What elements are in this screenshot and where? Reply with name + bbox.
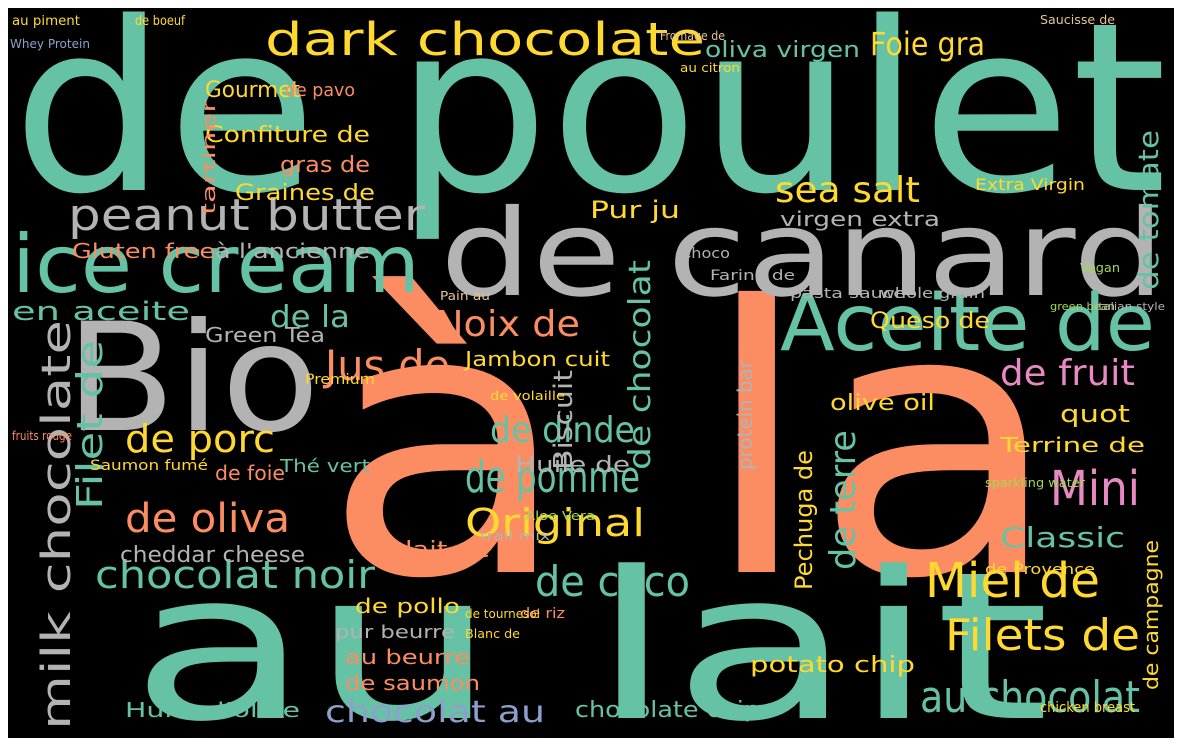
word: cheddar cheese xyxy=(120,543,305,568)
word: de tomate xyxy=(1132,130,1165,290)
word: Pur ju xyxy=(590,196,680,224)
word: de saumon xyxy=(345,671,480,695)
word: Jambon cuit xyxy=(463,347,611,371)
word: de coco xyxy=(535,557,690,606)
word: italian style xyxy=(1095,300,1165,313)
word: Original xyxy=(465,501,645,545)
word: pasta sauce xyxy=(790,286,905,302)
word: Blanc de xyxy=(465,627,520,641)
word: Classic xyxy=(1000,521,1125,554)
word: chocolate chip xyxy=(575,698,760,723)
word: Choco xyxy=(680,246,730,262)
word: Aloe Vera xyxy=(525,509,595,523)
word: de chocolat xyxy=(623,260,658,470)
word: Filets de xyxy=(945,610,1140,661)
word: Extra Virgin xyxy=(975,175,1085,194)
word: Mini xyxy=(1050,461,1140,517)
word: protein bar xyxy=(733,359,757,470)
word: à la xyxy=(322,230,1062,660)
word: Gluten free xyxy=(72,239,215,263)
word: chicken breast xyxy=(1040,700,1135,716)
word: de volaille xyxy=(490,389,565,403)
word: fruits rouge xyxy=(12,429,72,443)
word: pur beurre xyxy=(335,622,455,643)
word: de campagne xyxy=(1139,540,1163,690)
word: chocolat au xyxy=(325,695,545,730)
word: olive oil xyxy=(830,391,935,416)
word: Pain au xyxy=(440,289,490,303)
word: au lait xyxy=(130,529,1050,746)
word: Saucisse de xyxy=(1040,13,1115,27)
word: quot xyxy=(1060,400,1130,428)
word: dark chocolate xyxy=(265,13,705,66)
word: de poulet xyxy=(12,0,1167,246)
word: oliva virgen xyxy=(705,38,860,63)
word: en aceite xyxy=(12,297,190,327)
word: sparkling water xyxy=(985,476,1085,490)
word: tartiner xyxy=(199,99,220,215)
word: ice cream xyxy=(12,218,420,311)
word: de riz xyxy=(520,606,565,622)
word: potato chip xyxy=(750,653,915,678)
word: de tournesol xyxy=(465,607,540,621)
word: Gourmet xyxy=(205,78,300,103)
word: de porc xyxy=(125,417,275,461)
word: de foie xyxy=(215,461,285,485)
word: au beurre xyxy=(345,645,470,669)
word: Graines de xyxy=(235,181,375,206)
word: Biscuit xyxy=(549,370,579,470)
word: Confiture de xyxy=(205,123,370,148)
word: Aceite de xyxy=(780,279,1155,369)
word: green bean xyxy=(1050,300,1115,313)
word: à l'ancienne xyxy=(215,239,370,263)
word: de terre xyxy=(823,430,864,570)
word: Thé vert xyxy=(279,456,370,477)
word: Farine de xyxy=(710,268,795,284)
word: au chocolat xyxy=(920,672,1140,723)
word: Queso de xyxy=(870,309,990,334)
word: whole grain xyxy=(880,286,985,302)
word: Terrine de xyxy=(999,433,1145,457)
word: chocolat noir xyxy=(95,553,375,597)
word: au citron xyxy=(680,61,740,75)
word: de canard xyxy=(440,185,1165,324)
word: de pavo xyxy=(285,80,355,101)
word: trail mix xyxy=(480,529,550,543)
word: virgen extra xyxy=(780,207,940,231)
word: Pechuga de xyxy=(790,450,818,590)
word: Miel de xyxy=(925,553,1100,609)
word: Saumon fumé xyxy=(90,458,208,474)
word: gras de xyxy=(280,153,370,178)
word: de fruit xyxy=(1000,353,1135,394)
word: Huile d'olive xyxy=(125,698,300,722)
word: de dinde xyxy=(490,410,635,451)
word: de pomme xyxy=(465,452,640,503)
word: Whey Protein xyxy=(10,37,90,51)
word: au piment xyxy=(12,14,80,29)
word: Huile de xyxy=(515,453,630,478)
word: peanut butter xyxy=(68,190,426,241)
word: Vegan xyxy=(1080,261,1120,275)
word: Fromage de xyxy=(660,29,725,43)
word: Filet de xyxy=(70,340,111,510)
word: lait de xyxy=(405,538,490,563)
word: de pollo xyxy=(355,594,460,618)
cloud-background xyxy=(8,8,1174,738)
word: Premium xyxy=(305,372,375,388)
word: Jus de xyxy=(322,341,450,390)
word: de oliva xyxy=(125,496,290,542)
word: Green Tea xyxy=(205,323,325,347)
word: de boeuf xyxy=(135,14,185,29)
word: sea salt xyxy=(775,170,920,211)
word: Bio xyxy=(65,292,320,466)
word: de la xyxy=(270,300,350,335)
word: de Provence xyxy=(985,562,1095,578)
word: Foie gra xyxy=(870,25,985,63)
word: Noix de xyxy=(435,304,580,345)
word: milk chocolate xyxy=(34,320,80,730)
